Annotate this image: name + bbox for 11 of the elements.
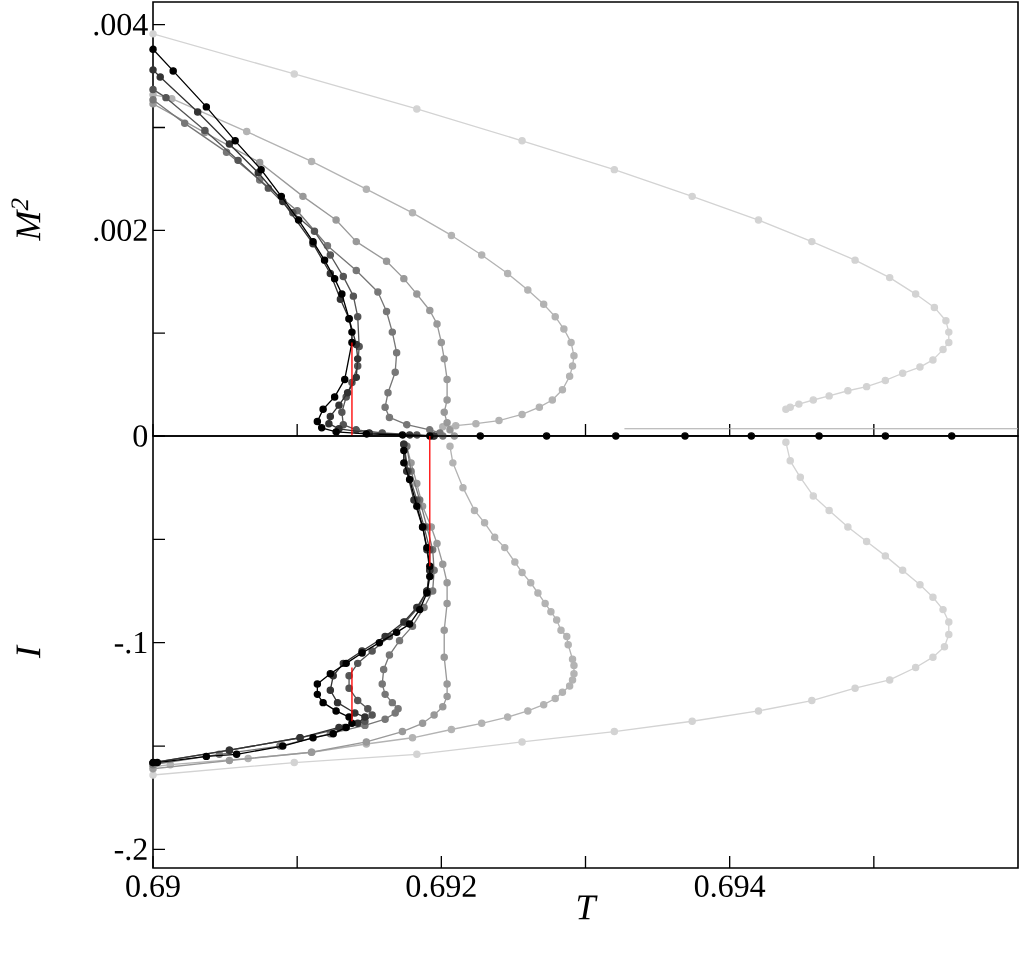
y-tick-label: .004 — [94, 13, 148, 36]
y-axis-title: I — [16, 644, 41, 659]
y-tick-label: -.1 — [114, 631, 147, 654]
x-tick-label: 0.69 — [126, 875, 180, 898]
x-tick-label: 0.692 — [406, 875, 476, 898]
y-tick-label: 0 — [133, 425, 148, 447]
y-tick-label: .002 — [94, 219, 147, 242]
x-tick-label: 0.694 — [694, 875, 766, 898]
y-tick-label: -.2 — [114, 838, 147, 861]
y-axis-title: M$^{2}$ — [11, 198, 41, 242]
x-axis-title: T — [577, 895, 598, 920]
